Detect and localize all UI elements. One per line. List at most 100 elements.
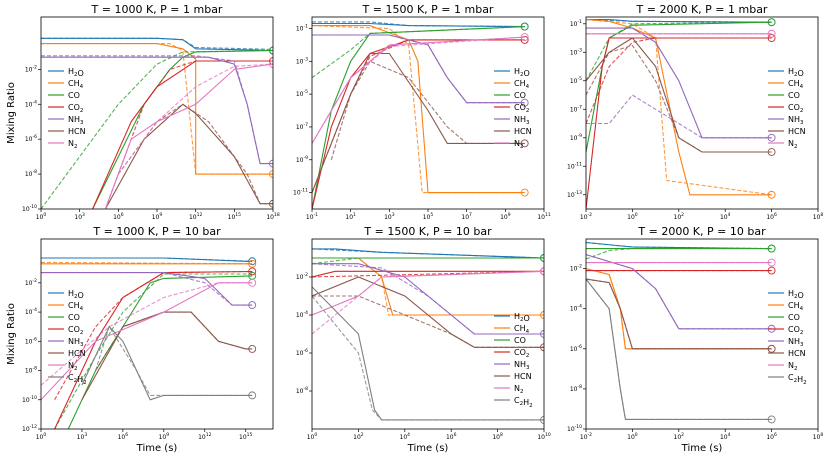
x-tick-label: 109 bbox=[152, 212, 163, 221]
end-marker-co2 bbox=[767, 266, 776, 275]
panel-title: T = 1500 K, P = 1 mbar bbox=[362, 3, 494, 16]
end-marker-n2 bbox=[767, 258, 776, 267]
series-dashed-hcn bbox=[312, 295, 544, 348]
x-tick-label: 1012 bbox=[198, 432, 212, 441]
series-dashed-h2o bbox=[586, 18, 772, 23]
series-group bbox=[41, 257, 257, 429]
legend-label: N2 bbox=[68, 139, 77, 150]
series-dashed-ch4 bbox=[312, 25, 525, 194]
legend-label: NH3 bbox=[68, 337, 84, 348]
legend-label: H2O bbox=[68, 67, 84, 78]
end-marker-co2 bbox=[248, 267, 257, 276]
series-dashed-n2 bbox=[41, 282, 253, 386]
end-marker-co bbox=[520, 22, 529, 31]
y-tick-label: 10-11 bbox=[567, 161, 582, 170]
series-dashed-co2 bbox=[104, 60, 273, 209]
legend-label: H2O bbox=[514, 312, 530, 323]
series-line-nh3 bbox=[586, 254, 772, 330]
x-tick-label: 100 bbox=[36, 212, 47, 221]
series-dashed-co2 bbox=[312, 39, 525, 193]
x-tick-label: 104 bbox=[400, 432, 411, 441]
y-tick-label: 10-4 bbox=[25, 307, 37, 316]
legend-label: CO2 bbox=[68, 103, 83, 114]
y-axis-label: Mixing Ratio bbox=[6, 303, 17, 365]
series-line-hcn bbox=[312, 52, 525, 193]
y-tick-label: 10-13 bbox=[567, 190, 582, 199]
y-tick-label: 10-3 bbox=[570, 47, 582, 56]
panel-title: T = 1000 K, P = 1 mbar bbox=[91, 3, 223, 16]
legend-label: CO2 bbox=[68, 325, 83, 336]
series-line-hcn bbox=[81, 311, 253, 401]
x-tick-label: 101 bbox=[345, 212, 356, 221]
y-tick-label: 10-8 bbox=[296, 386, 308, 395]
legend-label: HCN bbox=[514, 372, 532, 381]
legend-label: CH4 bbox=[514, 324, 530, 335]
end-marker-co bbox=[540, 254, 544, 262]
axes-frame bbox=[40, 238, 274, 430]
y-tick-label: 10-1 bbox=[296, 23, 308, 32]
x-axis-label: Time (s) bbox=[136, 443, 178, 454]
series-dashed-ch4 bbox=[41, 43, 273, 175]
end-marker-c2h2 bbox=[248, 391, 257, 400]
end-marker-n2 bbox=[248, 278, 257, 287]
series-dashed-ch4 bbox=[586, 18, 772, 196]
end-marker-ch4 bbox=[269, 170, 273, 179]
series-line-ch4 bbox=[586, 18, 772, 196]
series-line-n2 bbox=[104, 63, 273, 209]
x-tick-label: 100 bbox=[307, 432, 318, 441]
legend-label: CO bbox=[788, 91, 800, 100]
legend-label: H2O bbox=[68, 289, 84, 300]
end-marker-hcn bbox=[767, 344, 776, 353]
series-dashed-n2 bbox=[312, 270, 544, 335]
end-marker-nh3 bbox=[767, 133, 776, 142]
legend-label: HCN bbox=[514, 127, 532, 136]
series-dashed-c2h2 bbox=[95, 325, 253, 396]
panel-title: T = 1000 K, P = 10 bar bbox=[92, 225, 221, 238]
series-group bbox=[312, 21, 529, 209]
series-line-co bbox=[586, 21, 772, 153]
legend-label: C2H2 bbox=[788, 373, 807, 386]
y-tick-label: 10-10 bbox=[567, 424, 582, 433]
x-tick-label: 106 bbox=[118, 432, 129, 441]
series-dashed-hcn bbox=[586, 278, 772, 350]
legend-label: CO2 bbox=[788, 103, 803, 114]
x-tick-label: 106 bbox=[766, 432, 777, 441]
x-tick-label: 100 bbox=[627, 212, 638, 221]
series-group bbox=[586, 18, 776, 209]
x-tick-label: 106 bbox=[766, 212, 777, 221]
legend-label: H2O bbox=[788, 67, 804, 78]
legend-label: HCN bbox=[68, 127, 86, 136]
y-tick-label: 10-2 bbox=[570, 264, 582, 273]
x-tick-label: 104 bbox=[720, 432, 731, 441]
end-marker-nh3 bbox=[248, 301, 257, 310]
y-tick-label: 10-8 bbox=[570, 384, 582, 393]
y-tick-label: 10-6 bbox=[296, 348, 308, 357]
x-tick-label: 1015 bbox=[239, 432, 253, 441]
end-marker-hcn bbox=[540, 343, 544, 352]
series-group bbox=[41, 37, 273, 209]
series-dashed-ch4 bbox=[312, 257, 544, 316]
series-group bbox=[312, 248, 544, 424]
series-dashed-hcn bbox=[117, 103, 273, 205]
series-dashed-nh3 bbox=[41, 272, 253, 306]
x-tick-label: 108 bbox=[813, 432, 824, 441]
series-dashed-nh3 bbox=[586, 94, 772, 139]
series-line-co bbox=[312, 26, 525, 209]
y-tick-label: 10-8 bbox=[25, 366, 37, 375]
legend-label: CO bbox=[788, 313, 800, 322]
series-dashed-hcn bbox=[95, 311, 253, 371]
series-dashed-co bbox=[41, 49, 273, 209]
x-tick-label: 108 bbox=[492, 432, 503, 441]
series-line-co2 bbox=[312, 39, 525, 209]
legend-label: HCN bbox=[788, 127, 806, 136]
x-tick-label: 102 bbox=[674, 212, 685, 221]
end-marker-n2 bbox=[540, 267, 544, 276]
y-tick-label: 10-4 bbox=[25, 99, 37, 108]
end-marker-co2 bbox=[269, 57, 273, 65]
x-tick-label: 1011 bbox=[537, 212, 551, 221]
series-dashed-h2o bbox=[312, 248, 544, 259]
legend-label: CO bbox=[68, 313, 80, 322]
